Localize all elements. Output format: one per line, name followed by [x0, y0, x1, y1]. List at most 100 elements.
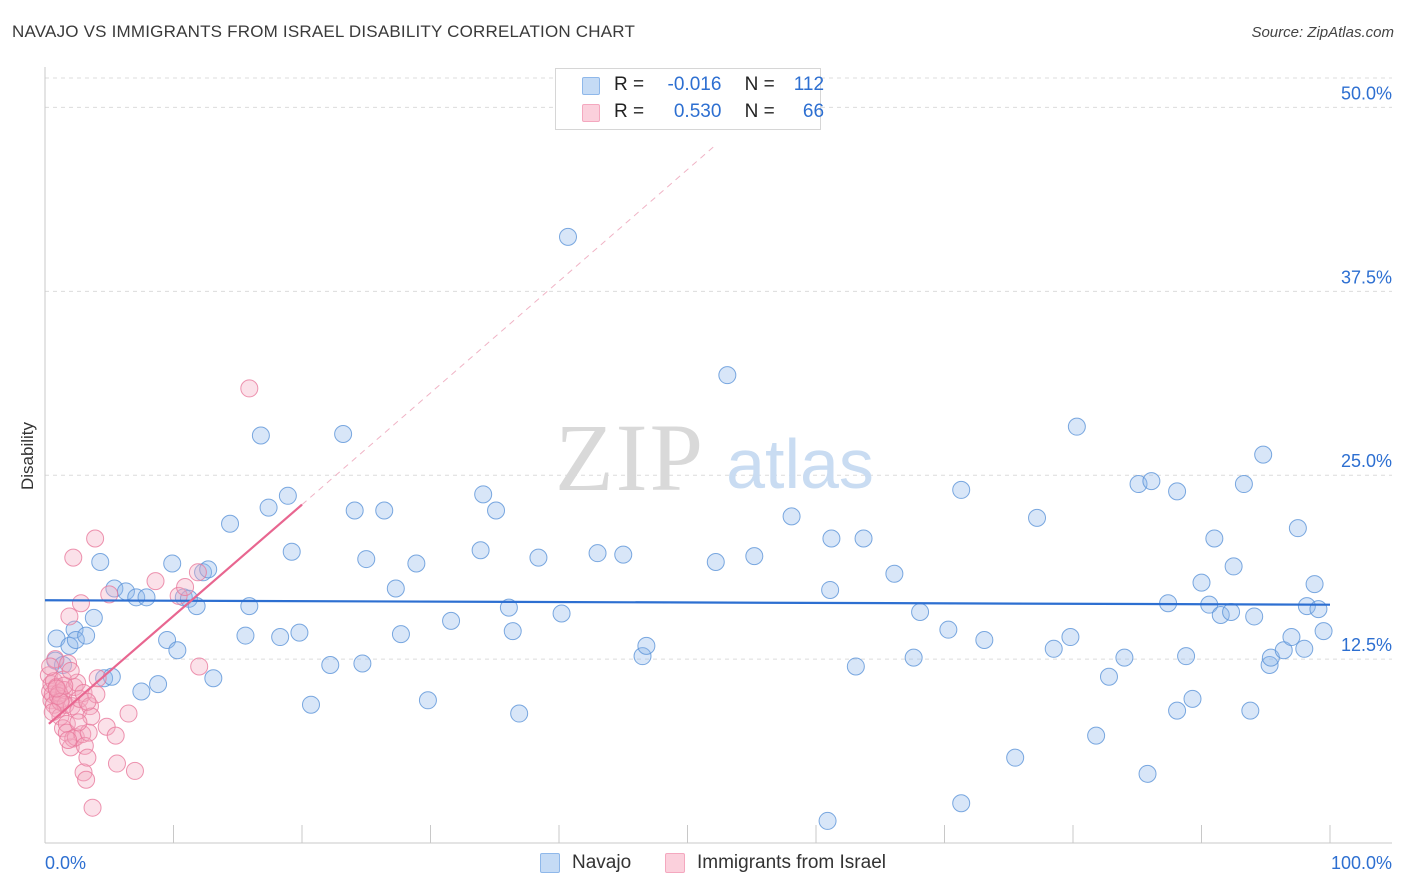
data-point: [105, 579, 124, 598]
data-point: [442, 611, 461, 630]
data-point: [106, 726, 125, 745]
data-point: [558, 227, 577, 246]
data-point: [471, 541, 490, 560]
r-label: R =: [614, 101, 645, 122]
data-point: [137, 588, 156, 607]
grid-layer: [45, 77, 1392, 660]
data-point: [1087, 726, 1106, 745]
data-point: [1115, 648, 1134, 667]
data-point: [87, 685, 106, 704]
data-point: [1314, 622, 1333, 641]
data-point: [290, 623, 309, 642]
data-point: [1211, 605, 1230, 624]
data-point: [1260, 655, 1279, 674]
r-value: -0.016: [667, 74, 722, 95]
data-point: [706, 553, 725, 572]
data-point: [194, 563, 213, 582]
data-point: [146, 572, 165, 591]
data-point: [1282, 628, 1301, 647]
data-point: [588, 544, 607, 563]
legend-label-navajo: Navajo: [572, 852, 632, 873]
data-point: [59, 731, 78, 750]
data-point: [107, 754, 126, 773]
watermark-atlas: atlas: [726, 425, 874, 503]
data-point: [78, 692, 97, 711]
data-point: [1142, 472, 1161, 491]
data-point: [418, 691, 437, 710]
y-tick-label: 37.5%: [1341, 267, 1392, 287]
y-tick-label: 12.5%: [1341, 635, 1392, 655]
data-point: [1099, 667, 1118, 686]
data-point: [1288, 519, 1307, 538]
data-point: [1138, 764, 1157, 783]
data-point: [1192, 573, 1211, 592]
data-point: [1205, 529, 1224, 548]
watermark-zip: ZIP: [555, 404, 705, 511]
data-point: [77, 770, 96, 789]
data-point: [1309, 600, 1328, 619]
data-point: [499, 598, 518, 617]
data-point: [125, 761, 144, 780]
data-point: [301, 695, 320, 714]
data-point: [271, 628, 290, 647]
data-point: [1061, 628, 1080, 647]
r-label: R =: [614, 74, 645, 95]
data-point: [91, 553, 110, 572]
legend-swatch-israel: [665, 853, 685, 873]
n-label: N =: [744, 74, 775, 95]
data-point: [251, 426, 270, 445]
y-tick-label: 25.0%: [1341, 451, 1392, 471]
data-point: [88, 669, 107, 688]
data-point: [119, 704, 138, 723]
trend-line-israel: [48, 503, 303, 725]
trend-line-navajo: [44, 599, 1331, 606]
n-label: N =: [744, 101, 775, 122]
data-point: [510, 704, 529, 723]
data-point: [1241, 701, 1260, 720]
data-point: [59, 654, 78, 673]
data-point: [179, 589, 198, 608]
data-point: [885, 564, 904, 583]
data-point: [78, 748, 97, 767]
legend-swatch-israel: [582, 104, 600, 122]
data-point: [357, 550, 376, 569]
data-point: [1295, 639, 1314, 658]
data-point: [633, 647, 652, 666]
data-point: [66, 630, 85, 649]
data-point: [487, 501, 506, 520]
data-point: [43, 703, 62, 722]
data-point: [952, 794, 971, 813]
data-point: [86, 529, 105, 548]
legend-swatch-navajo: [540, 853, 560, 873]
data-point: [821, 580, 840, 599]
data-point: [1222, 603, 1241, 622]
data-point: [61, 661, 80, 680]
n-value: 112: [793, 74, 825, 95]
data-point: [911, 603, 930, 622]
data-point: [818, 811, 837, 830]
legend-label-israel: Immigrants from Israel: [697, 852, 886, 873]
data-point: [1254, 445, 1273, 464]
data-point: [1234, 475, 1253, 494]
data-point: [529, 548, 548, 567]
data-point: [1245, 607, 1264, 626]
data-point: [41, 657, 60, 676]
chart-title: NAVAJO VS IMMIGRANTS FROM ISRAEL DISABIL…: [12, 22, 636, 41]
data-point: [1224, 557, 1243, 576]
trend-line-extension: [301, 146, 714, 506]
series-navajo: [46, 227, 1333, 830]
data-point: [321, 655, 340, 674]
y-axis-label: Disability: [18, 421, 37, 490]
data-point: [60, 607, 79, 626]
data-point: [952, 480, 971, 499]
data-point: [176, 578, 195, 597]
trend-layer: [44, 146, 1331, 725]
data-point: [846, 657, 865, 676]
data-point: [69, 713, 88, 732]
data-point: [1274, 641, 1293, 660]
data-point: [1305, 575, 1324, 594]
data-point: [278, 486, 297, 505]
data-point: [132, 682, 151, 701]
x-tick-label-max: 100.0%: [1331, 853, 1392, 873]
